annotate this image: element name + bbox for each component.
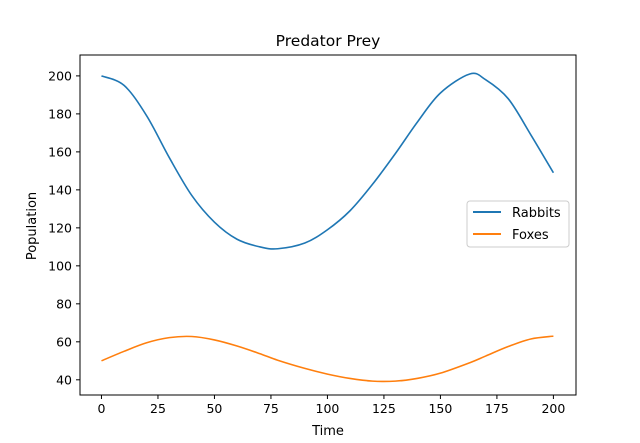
x-tick-label: 25 [150,401,166,416]
series-line-foxes [101,335,554,383]
x-axis-label: Time [311,424,344,439]
plot-frame [79,54,577,396]
legend: Rabbits Foxes [466,200,570,248]
x-tick-label: 100 [316,401,340,416]
y-tick-label: 120 [48,220,72,235]
y-tick-label: 100 [48,258,72,273]
y-tick-label: 180 [48,106,72,121]
series-line-rabbits [101,72,555,250]
chart-title: Predator Prey [276,32,381,50]
x-tick-label: 0 [97,401,105,416]
x-tick-label: 125 [372,401,396,416]
y-tick-label: 140 [48,182,72,197]
legend-label-rabbits: Rabbits [512,206,561,221]
x-axis: 0 25 50 75 100 125 150 175 200 [97,395,565,416]
y-tick-label: 60 [56,334,72,349]
x-tick-label: 200 [541,401,565,416]
y-tick-label: 160 [48,144,72,159]
x-tick-label: 150 [428,401,452,416]
plot-area [79,54,577,396]
y-tick-label: 80 [56,296,72,311]
series-layer [101,72,555,383]
y-tick-label: 40 [56,372,72,387]
x-tick-label: 175 [485,401,509,416]
y-tick-label: 200 [48,68,72,83]
x-tick-label: 50 [206,401,222,416]
y-axis: 40 60 80 100 120 140 160 180 200 [48,68,80,387]
y-axis-label: Population [25,192,40,260]
legend-label-foxes: Foxes [512,228,549,243]
x-tick-label: 75 [263,401,279,416]
